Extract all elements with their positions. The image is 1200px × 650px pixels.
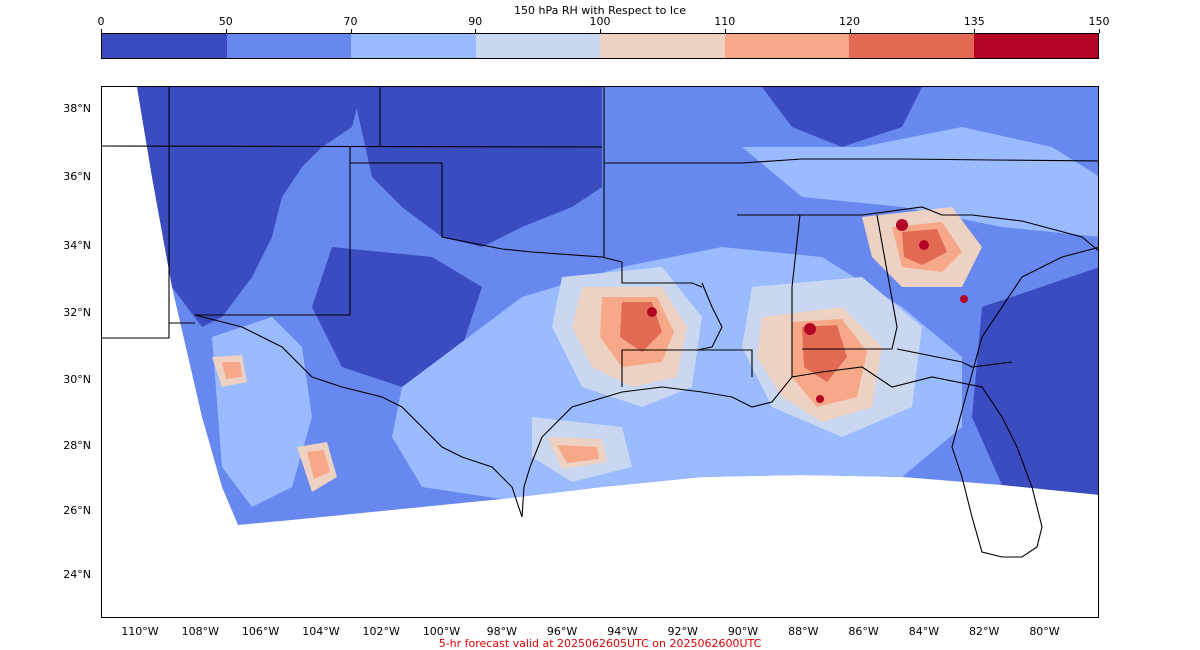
longitude-label: 110°W (121, 625, 159, 638)
longitude-label: 98°W (486, 625, 517, 638)
latitude-label: 26°N (63, 504, 91, 517)
longitude-label: 106°W (241, 625, 280, 638)
rh-band-135-150-e (919, 240, 929, 250)
colorbar-tick-mark (724, 29, 726, 33)
colorbar-tick-label: 100 (589, 15, 611, 28)
longitude-label: 80°W (1029, 625, 1060, 638)
longitude-label: 94°W (607, 625, 638, 638)
latitude-label: 24°N (63, 568, 91, 581)
colorbar-segment (351, 34, 476, 58)
colorbar-segment (600, 34, 725, 58)
longitude-label: 96°W (546, 625, 578, 638)
longitude-label: 82°W (969, 625, 1000, 638)
colorbar-segment (475, 34, 600, 58)
latitude-label: 36°N (63, 170, 91, 183)
rh-band-0-50-east (972, 267, 1098, 495)
colorbar-tick-label: 110 (714, 15, 736, 28)
rh-band-70-90-north (742, 127, 1098, 237)
latitude-label: 32°N (63, 306, 91, 319)
colorbar-tick-mark (101, 29, 102, 33)
latitude-label: 34°N (63, 239, 91, 252)
rh-band-135-150-b (804, 323, 816, 335)
longitude-label: 92°W (667, 625, 698, 638)
map-panel (101, 86, 1099, 618)
colorbar-tick-label: 0 (97, 15, 105, 28)
colorbar (101, 33, 1099, 59)
longitude-label: 100°W (422, 625, 461, 638)
longitude-label: 108°W (181, 625, 219, 638)
rh-band-0-50-northeast (762, 87, 922, 147)
rh-band-120-135-b (802, 325, 847, 382)
colorbar-tick-mark (350, 29, 352, 33)
colorbar-tick-mark (475, 29, 477, 33)
rh-band-110-120-d (557, 445, 599, 463)
rh-band-0-50-west (137, 87, 362, 327)
rh-band-135-150-d (896, 219, 908, 231)
rh-field-map (102, 87, 1098, 558)
rh-band-135-150-a (647, 307, 657, 317)
colorbar-tick-mark (974, 29, 976, 33)
rh-band-110-120-f (307, 450, 330, 479)
longitude-label: 86°W (848, 625, 879, 638)
colorbar-tick-label: 120 (839, 15, 860, 28)
colorbar-segment (102, 34, 227, 58)
longitude-label: 88°W (788, 625, 819, 638)
rh-band-0-50-central (312, 247, 482, 387)
colorbar-segment (973, 34, 1098, 58)
colorbar-tick-label: 70 (343, 15, 358, 28)
colorbar-segment (849, 34, 974, 58)
forecast-valid-caption: 5-hr forecast valid at 2025062605UTC on … (438, 637, 762, 650)
longitude-label: 84°W (908, 625, 940, 638)
colorbar-tick-label: 50 (218, 15, 233, 28)
latitude-label: 38°N (63, 102, 91, 115)
latitude-label: 30°N (63, 373, 91, 386)
longitude-label: 104°W (302, 625, 340, 638)
colorbar-tick-label: 135 (963, 15, 985, 28)
rh-band-135-150-c (816, 395, 824, 403)
colorbar-tick-mark (600, 29, 601, 33)
colorbar-tick-mark (1099, 29, 1100, 33)
us-mexico-border (194, 314, 523, 518)
state-borders (102, 87, 1098, 387)
latitude-label: 28°N (63, 439, 91, 452)
colorbar-tick-label: 90 (468, 15, 483, 28)
rh-band-0-50-north (352, 87, 602, 247)
colorbar-tick-mark (849, 29, 851, 33)
rh-band-135-150-f (960, 295, 968, 303)
rh-band-110-120-e (222, 362, 242, 379)
colorbar-segment (226, 34, 351, 58)
longitude-label: 90°W (727, 625, 759, 638)
longitude-label: 102°W (362, 625, 400, 638)
colorbar-tick-label: 150 (1088, 15, 1110, 28)
colorbar-segment (724, 34, 849, 58)
colorbar-title: 150 hPa RH with Respect to Ice (514, 4, 686, 17)
colorbar-tick-mark (225, 29, 227, 33)
coastline (521, 246, 1098, 558)
